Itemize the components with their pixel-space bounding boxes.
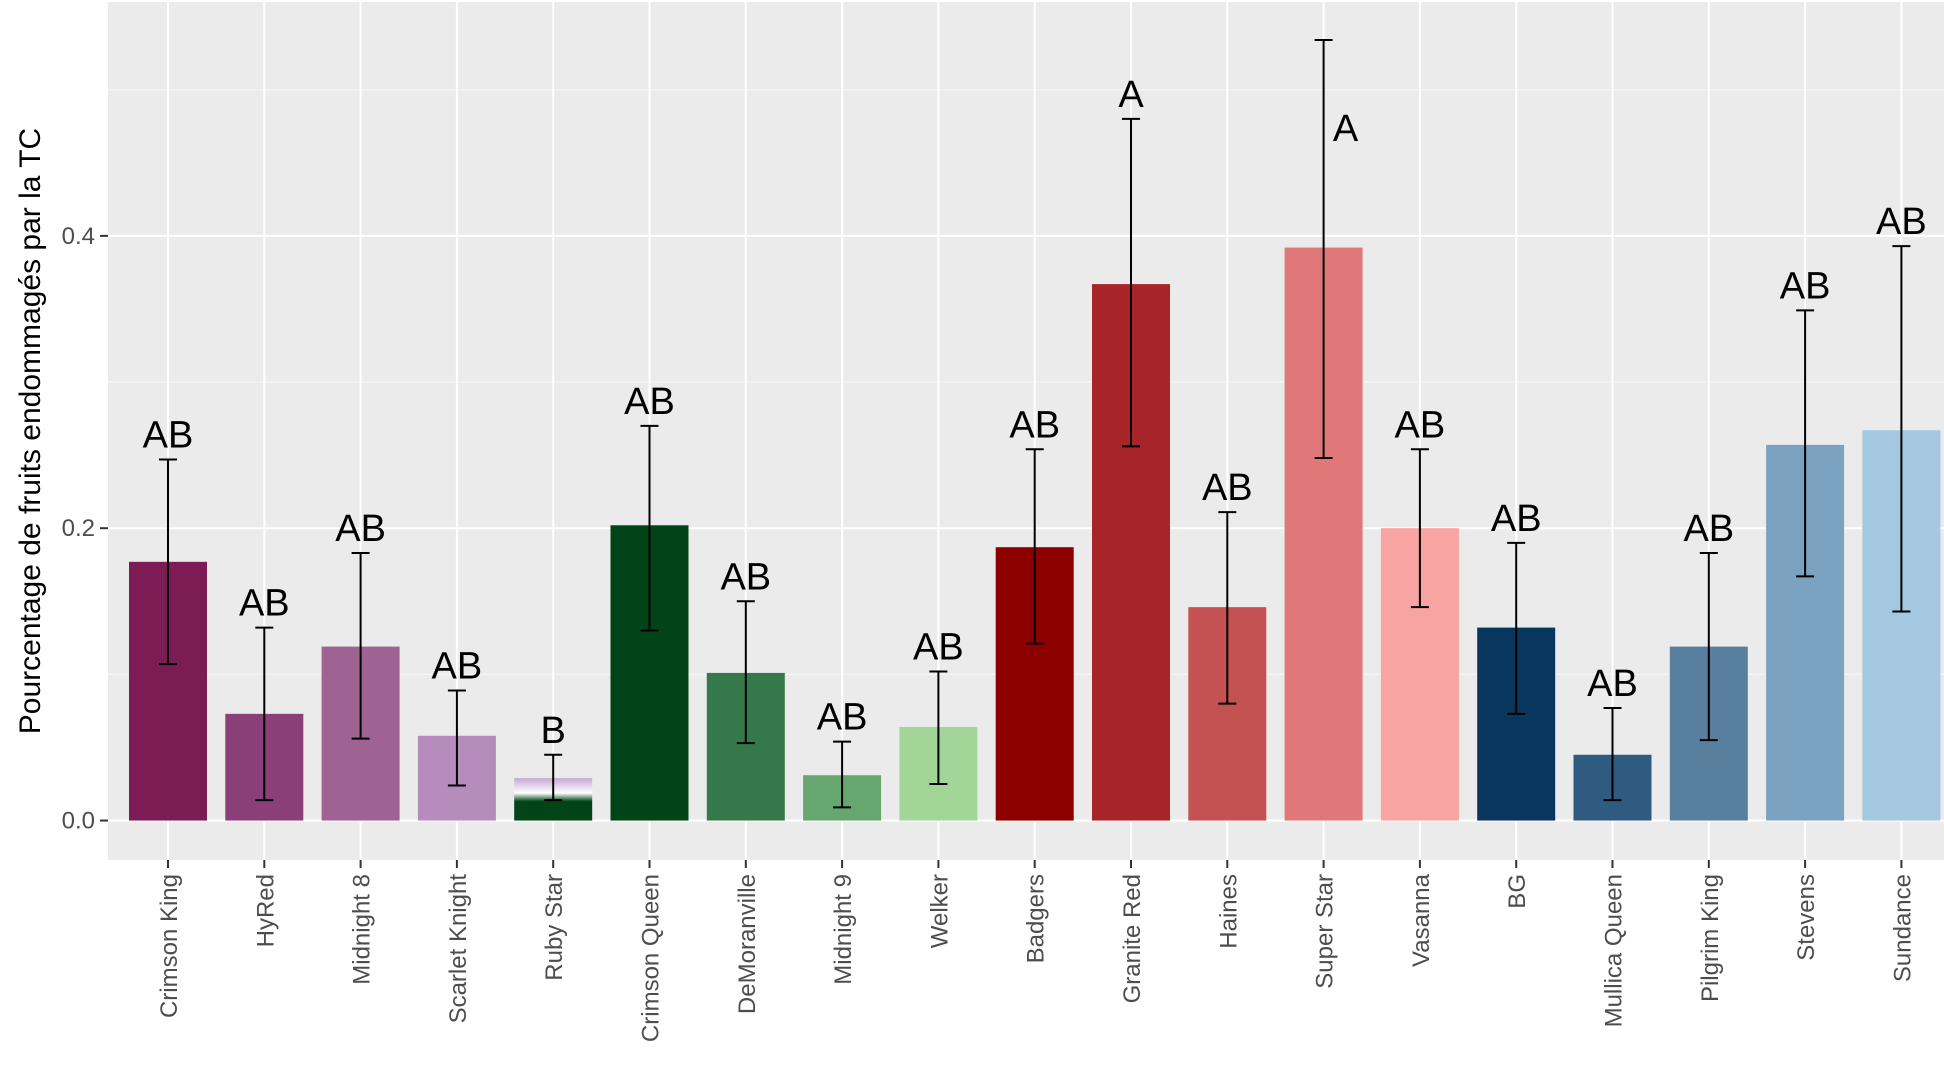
x-tick-label: Scarlet Knight <box>445 874 472 1024</box>
y-tick-label: 0.2 <box>62 515 95 542</box>
x-tick-label: Stevens <box>1793 874 1820 961</box>
x-tick-label: Ruby Star <box>541 874 568 981</box>
error-bar <box>351 552 370 740</box>
error-bar <box>255 626 274 802</box>
significance-labels: AB AB AB AB B AB AB AB AB AB A AB A AB AB AB AB AB AB <box>143 74 1927 752</box>
error-bar <box>1507 541 1526 715</box>
x-tick-label: Midnight 8 <box>349 874 376 985</box>
x-tick-label: Crimson King <box>156 874 183 1018</box>
x-tick-label: BG <box>1504 874 1531 909</box>
error-bar <box>447 689 466 787</box>
x-tick-label: Crimson Queen <box>638 874 665 1042</box>
significance-label: AB <box>1683 508 1734 550</box>
significance-label: AB <box>432 645 483 687</box>
x-tick-label: Sundance <box>1889 874 1916 982</box>
error-bar <box>1218 511 1237 705</box>
error-bar <box>1603 706 1622 802</box>
significance-label: AB <box>913 626 964 668</box>
error-bar <box>640 424 659 632</box>
y-tick-label: 0.0 <box>62 808 95 835</box>
x-tick-label: Pilgrim King <box>1697 874 1724 1002</box>
x-tick-label: Mullica Queen <box>1601 874 1628 1027</box>
error-bars <box>159 39 1911 809</box>
error-bar <box>1892 245 1911 613</box>
significance-label: AB <box>1009 404 1060 446</box>
x-axis: Crimson King HyRed Midnight 8 Scarlet Knigh… <box>156 860 1916 1042</box>
error-bar <box>929 670 948 785</box>
x-tick-label: DeMoranville <box>734 874 761 1014</box>
error-bar <box>736 600 755 745</box>
significance-label: AB <box>239 583 290 625</box>
error-bar <box>1699 552 1718 742</box>
significance-label: AB <box>817 697 868 739</box>
x-tick-label: HyRed <box>252 874 279 947</box>
significance-label: AB <box>624 381 675 423</box>
significance-label: AB <box>1202 467 1253 509</box>
significance-label: AB <box>143 415 194 457</box>
error-bar <box>833 740 852 809</box>
significance-label: AB <box>720 556 771 598</box>
y-axis: 0.0 0.2 0.4 <box>62 223 108 835</box>
x-tick-label: Vasanna <box>1408 873 1435 967</box>
significance-label: B <box>541 710 566 752</box>
significance-label: AB <box>1780 265 1831 307</box>
error-bar <box>544 753 563 802</box>
significance-label: AB <box>1395 404 1446 446</box>
significance-label: AB <box>1491 498 1542 540</box>
x-tick-label: Badgers <box>1023 874 1050 963</box>
x-tick-label: Super Star <box>1312 874 1339 989</box>
error-bar <box>1314 39 1333 460</box>
significance-label: AB <box>1876 201 1927 243</box>
error-bar <box>1025 448 1044 645</box>
x-tick-label: Welker <box>926 874 953 948</box>
error-bar <box>159 458 177 666</box>
x-tick-label: Haines <box>1215 874 1242 949</box>
error-bar <box>1410 448 1429 609</box>
significance-label: A <box>1118 74 1144 116</box>
y-tick-label: 0.4 <box>62 223 95 250</box>
significance-label: AB <box>1587 663 1638 705</box>
y-axis-title: Pourcentage de fruits endommagés par la … <box>14 128 47 734</box>
x-tick-label: Midnight 9 <box>830 874 857 985</box>
error-bar <box>1122 117 1140 448</box>
significance-label: A <box>1333 108 1359 150</box>
x-tick-label: Granite Red <box>1119 874 1146 1003</box>
error-bar <box>1796 309 1815 578</box>
significance-label: AB <box>335 508 386 550</box>
